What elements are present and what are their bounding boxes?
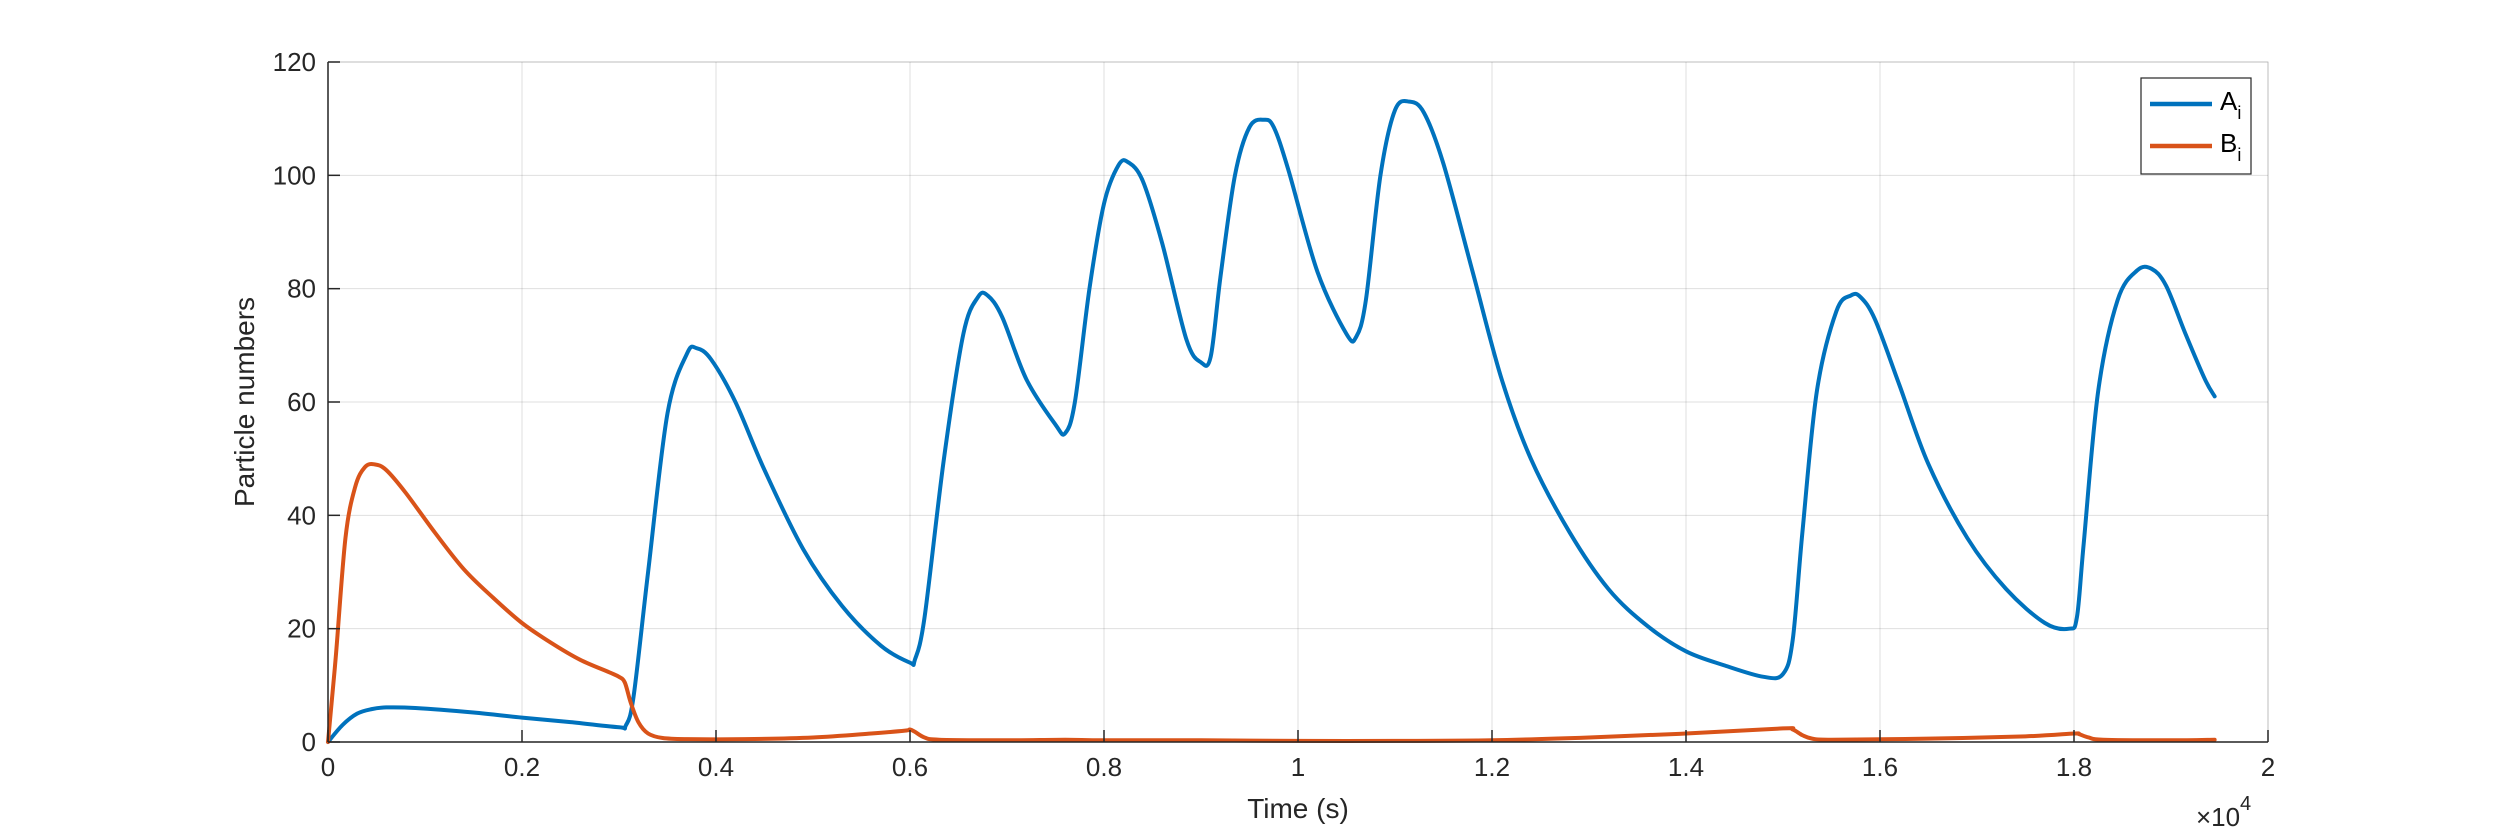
- series-layer: [326, 98, 2217, 744]
- legend-label-b: Bi: [2220, 128, 2241, 165]
- x-axis-label: Time (s): [1247, 793, 1349, 824]
- x-tick-label: 2: [2261, 752, 2275, 782]
- x-tick-label: 1.8: [2056, 752, 2092, 782]
- x-tick-label: 0.8: [1086, 752, 1122, 782]
- y-tick-label: 40: [287, 500, 316, 530]
- series-line-b: [326, 462, 2217, 744]
- legend-label-a: Ai: [2220, 86, 2241, 123]
- x-tick-label: 1.6: [1862, 752, 1898, 782]
- y-tick-label: 0: [302, 727, 316, 757]
- x-tick-label: 0: [321, 752, 335, 782]
- y-ticks: 0 20 40 60 80 100 120: [273, 47, 340, 757]
- x-tick-label: 0.6: [892, 752, 928, 782]
- x-multiplier-exponent: 4: [2240, 793, 2251, 815]
- y-tick-label: 80: [287, 274, 316, 304]
- y-tick-label: 20: [287, 614, 316, 644]
- x-tick-label: 1.4: [1668, 752, 1704, 782]
- legend: Ai Bi: [2140, 77, 2252, 175]
- x-tick-label: 0.4: [698, 752, 734, 782]
- legend-box: [2140, 77, 2252, 175]
- y-tick-label: 100: [273, 160, 316, 190]
- x-ticks: 0 0.2 0.4 0.6 0.8 1 1.2 1.4 1.6 1.8 2: [321, 730, 2275, 782]
- x-tick-label: 1: [1291, 752, 1305, 782]
- y-tick-label: 60: [287, 387, 316, 417]
- x-axis-multiplier: ×10 4: [2196, 793, 2251, 832]
- x-multiplier-base: ×10: [2196, 802, 2240, 832]
- series-line-a: [326, 98, 2217, 744]
- grid-lines: [327, 61, 2269, 743]
- x-tick-label: 1.2: [1474, 752, 1510, 782]
- plot-background: [328, 62, 2268, 742]
- y-tick-label: 120: [273, 47, 316, 77]
- x-tick-label: 0.2: [504, 752, 540, 782]
- y-axis-label: Particle numbers: [229, 297, 260, 507]
